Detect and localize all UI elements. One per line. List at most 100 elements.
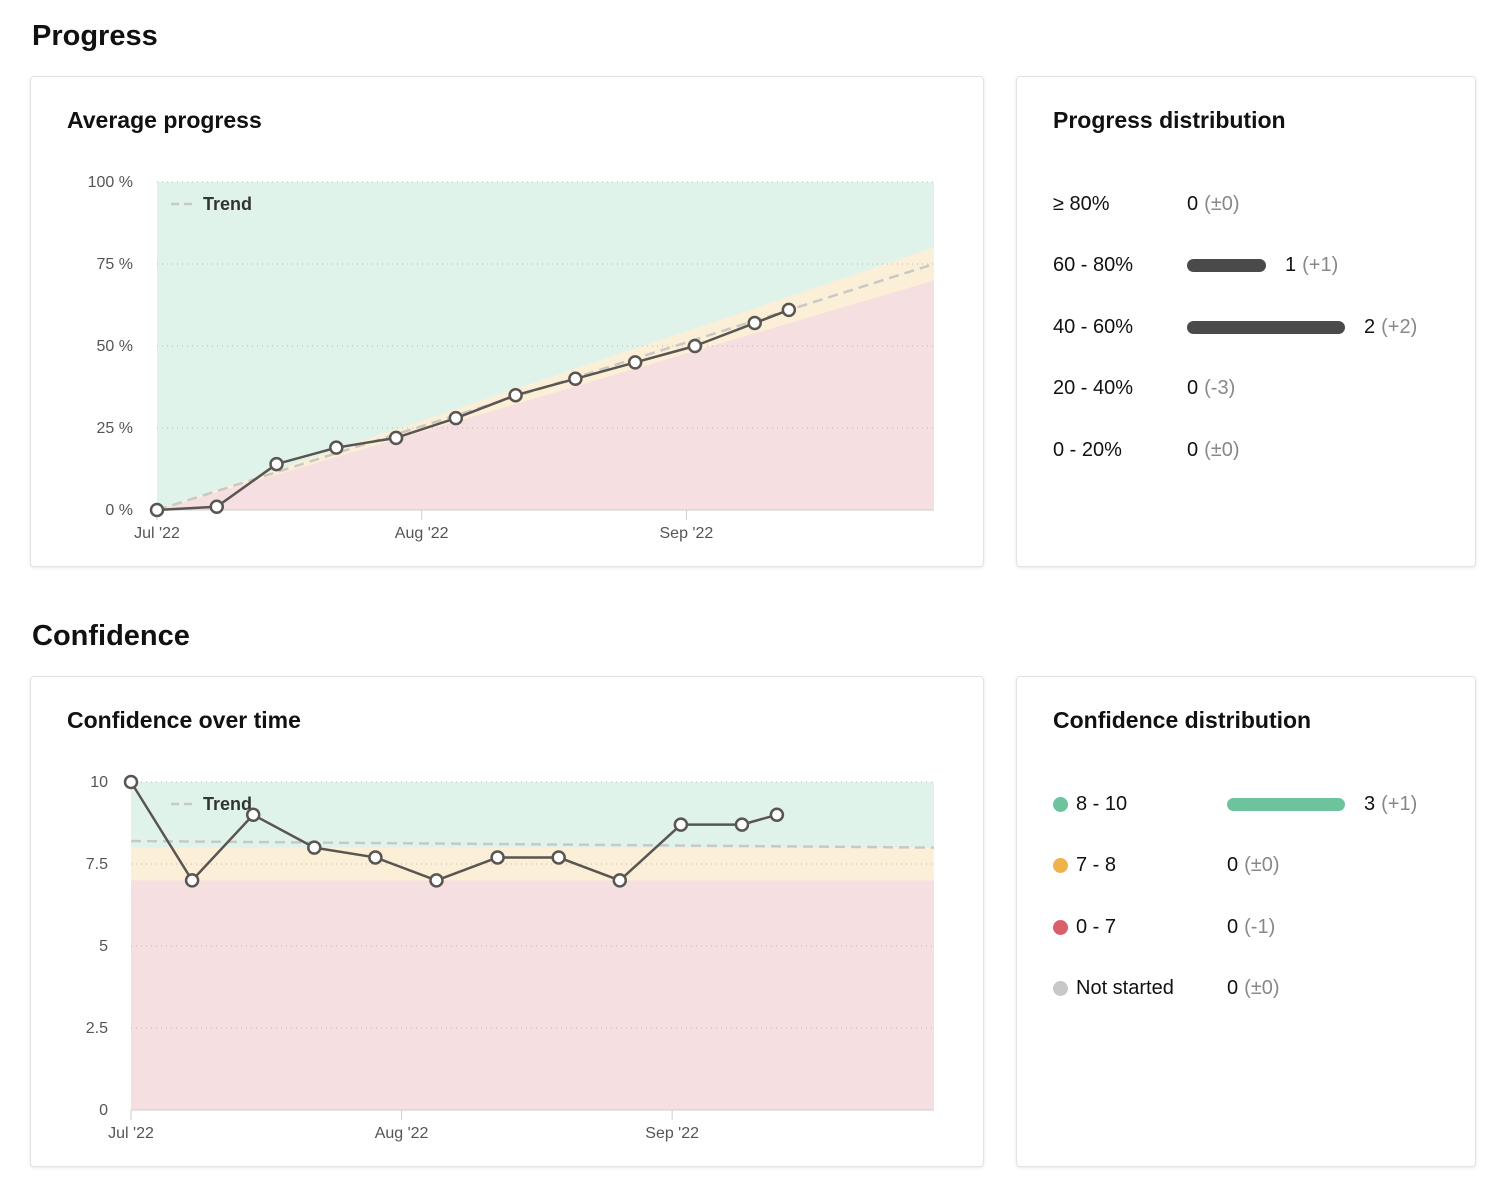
distribution-row-label: ≥ 80% — [1053, 192, 1110, 215]
distribution-change: (+2) — [1381, 315, 1418, 338]
average-progress-chart: 0 % 25 % 50 % 75 % 100 % Jul '22 Aug '22 Sep '2… — [88, 174, 935, 542]
section-title-progress: Progress — [32, 20, 158, 52]
data-point[interactable] — [448, 410, 464, 426]
data-point[interactable] — [368, 850, 383, 865]
progress-distribution-card: Progress distribution ≥ 80% 0 (±0) 60 - 80%… — [1016, 76, 1476, 567]
y-tick-label: 7.5 — [86, 856, 108, 873]
progress-distribution-title: Progress distribution — [1053, 107, 1286, 133]
data-point[interactable] — [551, 850, 566, 865]
distribution-row: 20 - 40% 0 (-3) — [1053, 374, 1453, 404]
data-point[interactable] — [508, 387, 523, 403]
distribution-count: 0 (±0) — [1227, 854, 1280, 876]
data-point[interactable] — [747, 315, 762, 331]
distribution-row: 40 - 60% 2 (+2) — [1053, 312, 1453, 342]
average-progress-title: Average progress — [67, 107, 262, 133]
y-tick-label: 10 — [90, 774, 108, 791]
data-point[interactable] — [734, 817, 750, 832]
distribution-row: ≥ 80% 0 (±0) — [1053, 189, 1453, 219]
distribution-row: 0 - 20% 0 (±0) — [1053, 435, 1453, 465]
distribution-count: 0 (-3) — [1187, 377, 1236, 399]
confidence-distribution-title: Confidence distribution — [1053, 707, 1312, 733]
confidence-over-time-title: Confidence over time — [67, 707, 301, 733]
data-point[interactable] — [627, 355, 643, 370]
distribution-change: (-3) — [1204, 377, 1236, 399]
y-tick-label: 2.5 — [86, 1020, 108, 1037]
status-dot-icon — [1053, 919, 1068, 935]
data-point[interactable] — [490, 850, 505, 865]
y-tick-label: 50 % — [97, 338, 133, 355]
status-dot-icon — [1053, 858, 1068, 873]
distribution-count: 0 (±0) — [1187, 192, 1240, 215]
data-point[interactable] — [269, 456, 284, 472]
distribution-count: 1 (+1) — [1285, 254, 1339, 276]
data-point[interactable] — [388, 430, 404, 446]
distribution-row-label: 60 - 80% — [1053, 254, 1134, 276]
data-point[interactable] — [123, 774, 139, 790]
data-point[interactable] — [568, 371, 583, 387]
data-point[interactable] — [673, 817, 689, 832]
y-tick-label: 0 % — [105, 502, 133, 519]
data-point[interactable] — [781, 302, 797, 318]
data-point[interactable] — [329, 440, 344, 455]
distribution-change: (+1) — [1302, 254, 1339, 276]
distribution-bar — [1227, 797, 1345, 811]
distribution-row-label: 0 - 7 — [1053, 916, 1116, 939]
average-progress-card: Average progress 0 % 25 % 50 % 75 % 100 % Jul… — [30, 76, 984, 567]
distribution-count: 3 (+1) — [1364, 792, 1418, 815]
legend-trend-label: Trend — [203, 194, 252, 214]
x-tick-label: Sep '22 — [660, 525, 714, 542]
y-tick-label: 5 — [99, 938, 108, 955]
y-tick-label: 100 % — [88, 174, 133, 191]
status-dot-icon — [1053, 796, 1068, 812]
data-point[interactable] — [245, 807, 261, 823]
legend-trend-label: Trend — [203, 794, 252, 814]
distribution-count: 0 (±0) — [1227, 977, 1280, 999]
x-tick-label: Aug '22 — [395, 525, 449, 542]
data-point[interactable] — [209, 499, 225, 514]
x-tick-label: Jul '22 — [108, 1125, 154, 1142]
distribution-row-label: 20 - 40% — [1053, 377, 1134, 399]
data-point[interactable] — [687, 338, 703, 354]
series-line — [129, 781, 778, 882]
data-point[interactable] — [149, 502, 165, 518]
distribution-row-label: Not started — [1053, 977, 1174, 1000]
distribution-change: (±0) — [1204, 192, 1240, 215]
confidence-over-time-card: Confidence over time 0 2.5 5 7.5 10 Jul '22 Au… — [30, 676, 984, 1167]
x-tick-label: Aug '22 — [375, 1125, 429, 1142]
x-tick-label: Jul '22 — [134, 525, 180, 542]
risk-zone — [157, 280, 934, 510]
y-tick-label: 75 % — [97, 256, 133, 273]
distribution-change: (±0) — [1244, 977, 1280, 999]
distribution-change: (±0) — [1244, 854, 1280, 876]
risk-zone — [131, 880, 934, 1110]
distribution-count: 0 (-1) — [1227, 915, 1276, 938]
distribution-row-label: 0 - 20% — [1053, 438, 1122, 461]
x-tick-label: Sep '22 — [645, 1125, 699, 1142]
status-dot-icon — [1053, 981, 1068, 996]
data-point[interactable] — [307, 840, 322, 855]
data-point[interactable] — [184, 873, 200, 888]
data-point[interactable] — [612, 873, 628, 888]
distribution-row: 8 - 10 3 (+1) — [1053, 789, 1453, 819]
series-line — [156, 308, 790, 512]
chart-legend: Trend — [171, 194, 252, 214]
distribution-row: 60 - 80% 1 (+1) — [1053, 251, 1453, 281]
distribution-row-label: 8 - 10 — [1053, 793, 1127, 816]
y-tick-label: 25 % — [97, 420, 133, 437]
distribution-change: (-1) — [1244, 915, 1276, 938]
distribution-row: 7 - 8 0 (±0) — [1053, 851, 1453, 881]
distribution-change: (±0) — [1204, 438, 1240, 461]
distribution-change: (+1) — [1381, 792, 1418, 815]
chart-legend: Trend — [171, 794, 252, 814]
confidence-distribution-card: Confidence distribution 8 - 10 3 (+1) 7 - 8… — [1016, 676, 1476, 1167]
distribution-bar — [1187, 320, 1345, 334]
y-tick-label: 0 — [99, 1102, 108, 1119]
distribution-count: 0 (±0) — [1187, 438, 1240, 461]
distribution-row-label: 40 - 60% — [1053, 315, 1134, 338]
data-point[interactable] — [769, 807, 785, 823]
section-title-confidence: Confidence — [32, 620, 190, 652]
data-point[interactable] — [429, 873, 444, 888]
distribution-row: Not started 0 (±0) — [1053, 974, 1453, 1004]
distribution-row: 0 - 7 0 (-1) — [1053, 912, 1453, 942]
distribution-bar — [1187, 259, 1266, 272]
